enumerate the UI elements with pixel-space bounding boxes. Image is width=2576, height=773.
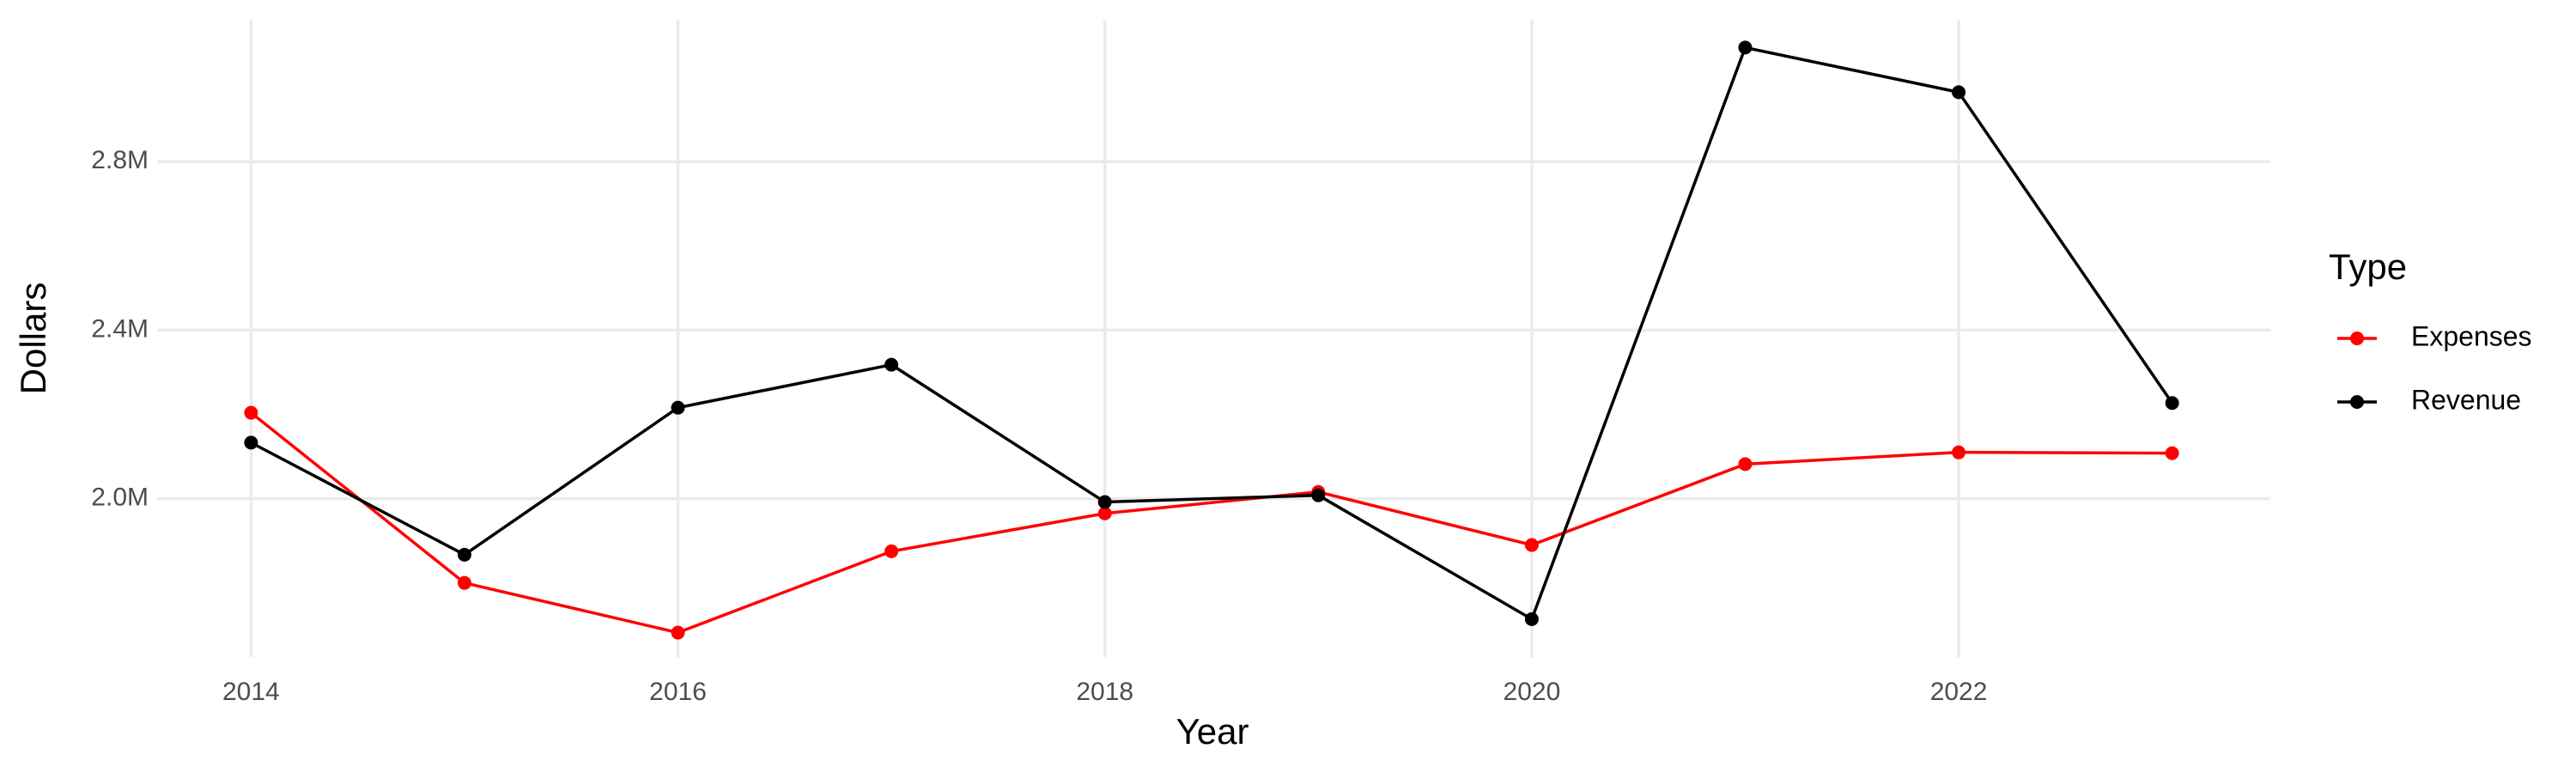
data-point: [244, 435, 258, 450]
x-tick-label: 2020: [1504, 678, 1561, 706]
data-point: [884, 544, 899, 558]
data-point: [2165, 396, 2179, 411]
data-point: [671, 400, 685, 415]
data-point: [1097, 495, 1112, 509]
series-line: [250, 46, 2174, 622]
data-point: [457, 547, 471, 562]
legend-key-point: [2350, 395, 2364, 409]
data-point: [244, 405, 258, 420]
y-tick-label: 2.8M: [91, 146, 149, 174]
data-point: [1952, 85, 1966, 100]
data-point: [457, 575, 471, 590]
legend-title: Type: [2329, 247, 2407, 287]
data-point: [1952, 445, 1966, 460]
series-line: [250, 411, 2172, 635]
y-tick-label: 2.4M: [91, 314, 149, 343]
legend-label: Revenue: [2411, 384, 2521, 415]
x-tick-label: 2018: [1076, 678, 1133, 706]
legend-key-point: [2350, 332, 2364, 345]
x-axis-title: Year: [1176, 711, 1249, 752]
data-point: [1738, 457, 1753, 472]
x-tick-label: 2022: [1930, 678, 1988, 706]
y-axis-title: Dollars: [13, 283, 53, 395]
data-point: [671, 625, 685, 640]
data-point: [1097, 506, 1112, 520]
legend-label: Expenses: [2411, 320, 2532, 351]
x-tick-label: 2016: [649, 678, 707, 706]
data-point: [2165, 446, 2179, 460]
x-tick-label: 2014: [222, 678, 280, 706]
data-point: [1524, 612, 1539, 626]
y-tick-label: 2.0M: [91, 484, 149, 512]
data-point: [1738, 40, 1753, 55]
data-point: [1311, 488, 1326, 502]
data-point: [884, 357, 899, 372]
data-point: [1524, 538, 1539, 552]
